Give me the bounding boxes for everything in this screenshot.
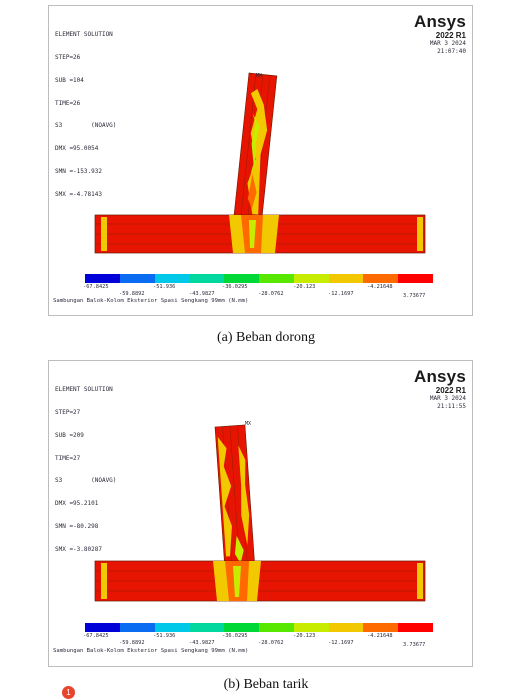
legend-swatch <box>363 274 399 283</box>
legend-tick-top: -67.8425 <box>83 284 109 290</box>
legend-swatch <box>328 274 364 283</box>
legend-tick-top: -20.123 <box>293 633 316 639</box>
run-time: 21:07:40 <box>437 47 466 55</box>
legend-swatch <box>363 623 399 632</box>
info-line: ELEMENT SOLUTION <box>55 386 113 394</box>
legend-tick-bottom: -12.1697 <box>328 640 354 646</box>
info-line: S3 (NOAVG) <box>55 477 117 485</box>
ansys-version: 2022 R1 <box>435 31 466 40</box>
mx-marker-a: MX <box>256 73 262 79</box>
legend-swatch <box>224 274 259 283</box>
caption-b: (b) Beban tarik <box>223 677 309 692</box>
legend-swatch <box>398 274 433 283</box>
fem-panel-b: MX ELEMENT SOLUTION STEP=27 SUB =209 TIM… <box>48 360 473 667</box>
legend-swatch <box>293 623 329 632</box>
info-block-a: ELEMENT SOLUTION STEP=26 SUB =104 TIME=2… <box>55 16 116 213</box>
legend-tick-bottom: -12.1697 <box>328 291 354 297</box>
info-line: SMX =-4.78143 <box>55 190 102 198</box>
legend-tick-top: -20.123 <box>293 284 316 290</box>
ansys-logo: Ansys <box>413 367 466 386</box>
info-line: ELEMENT SOLUTION <box>55 31 113 39</box>
legend-tick-top: -36.0295 <box>222 284 248 290</box>
info-line: TIME=27 <box>55 454 81 462</box>
legend-tick-top: -4.21648 <box>367 284 393 290</box>
legend-swatch <box>189 274 225 283</box>
legend-tick-top: -36.0295 <box>222 633 248 639</box>
legend-swatch <box>154 274 190 283</box>
legend-swatch <box>85 623 120 632</box>
notification-badge[interactable]: 1 <box>62 686 75 699</box>
legend-tick-top: -4.21648 <box>367 633 393 639</box>
legend-swatch <box>154 623 190 632</box>
info-line: SMN =-153.932 <box>55 167 102 175</box>
legend-tick-bottom: 3.73677 <box>403 642 426 648</box>
run-date: MAR 3 2024 <box>429 395 466 402</box>
color-legend-a <box>85 274 433 283</box>
legend-swatch <box>293 274 329 283</box>
legend-tick-bottom: -43.9827 <box>189 291 215 297</box>
legend-swatch <box>119 274 155 283</box>
legend-swatch <box>85 274 120 283</box>
ansys-version: 2022 R1 <box>435 386 466 395</box>
legend-swatch <box>224 623 259 632</box>
legend-tick-top: -51.936 <box>153 633 176 639</box>
color-legend-b <box>85 623 433 632</box>
info-line: DMX =95.2101 <box>55 500 99 508</box>
ansys-logo-block-a: Ansys 2022 R1 MAR 3 2024 21:07:40 <box>414 12 466 55</box>
legend-tick-bottom: -59.8892 <box>119 291 145 297</box>
legend-tick-bottom: -28.0762 <box>258 640 284 646</box>
ansys-logo-block-b: Ansys 2022 R1 MAR 3 2024 21:11:55 <box>414 367 466 410</box>
legend-tick-bottom: -43.9827 <box>189 640 215 646</box>
run-time: 21:11:55 <box>437 402 466 410</box>
fem-model-b: MX <box>94 421 426 602</box>
legend-swatch <box>189 623 225 632</box>
info-block-b: ELEMENT SOLUTION STEP=27 SUB =209 TIME=2… <box>55 371 116 568</box>
info-line: S3 (NOAVG) <box>55 122 117 130</box>
ansys-logo: Ansys <box>413 12 466 31</box>
info-line: DMX =95.0054 <box>55 145 99 153</box>
legend-swatch <box>328 623 364 632</box>
legend-swatch <box>398 623 433 632</box>
legend-tick-bottom: -59.8892 <box>119 640 145 646</box>
legend-tick-bottom: -28.0762 <box>258 291 284 297</box>
fem-model-a: MX <box>94 72 426 254</box>
info-line: TIME=26 <box>55 99 81 107</box>
caption-a: (a) Beban dorong <box>217 330 315 345</box>
mx-marker-b: MX <box>245 421 251 427</box>
legend-swatch <box>258 623 294 632</box>
info-line: SUB =209 <box>55 431 84 439</box>
legend-tick-top: -51.936 <box>153 284 176 290</box>
info-line: SMN =-80.298 <box>55 522 99 530</box>
legend-tick-top: -67.8425 <box>83 633 109 639</box>
legend-swatch <box>258 274 294 283</box>
info-line: STEP=26 <box>55 53 81 61</box>
legend-tick-bottom: 3.73677 <box>403 293 426 299</box>
model-footer-a: Sambungan Balok-Kolom Eksterior Spasi Se… <box>53 298 249 304</box>
legend-swatch <box>119 623 155 632</box>
info-line: SMX =-3.80287 <box>55 545 102 553</box>
model-footer-b: Sambungan Balok-Kolom Eksterior Spasi Se… <box>53 648 249 654</box>
run-date: MAR 3 2024 <box>429 40 466 47</box>
info-line: STEP=27 <box>55 408 81 416</box>
fem-panel-a: MX ELEMENT SOLUTION STEP=26 SUB =104 TIM… <box>48 5 473 316</box>
info-line: SUB =104 <box>55 76 84 84</box>
